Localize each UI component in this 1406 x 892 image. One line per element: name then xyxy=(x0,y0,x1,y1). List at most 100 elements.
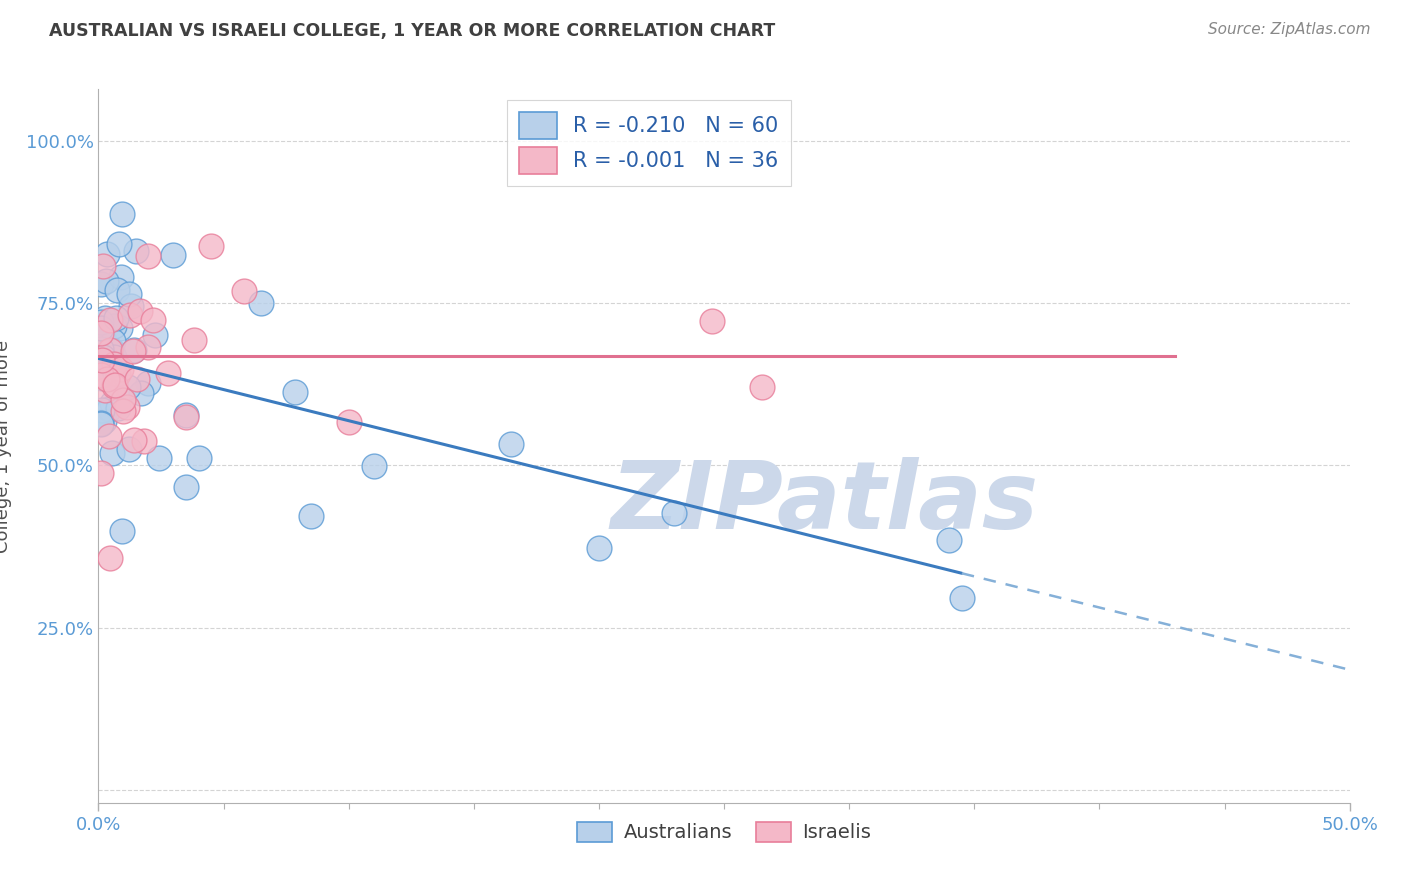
Point xyxy=(90,353,112,368)
Point xyxy=(107,401,129,416)
Point xyxy=(101,396,124,410)
Point xyxy=(108,320,131,334)
Point xyxy=(112,404,135,418)
Point xyxy=(122,343,145,357)
Point xyxy=(101,446,124,460)
Point xyxy=(363,458,385,473)
Point xyxy=(90,403,112,417)
Point xyxy=(107,368,129,382)
Point xyxy=(121,343,143,358)
Point xyxy=(232,284,254,298)
Point xyxy=(104,367,127,381)
Point xyxy=(174,408,197,422)
Point xyxy=(90,342,112,356)
Point xyxy=(588,541,610,555)
Point xyxy=(938,533,960,547)
Point xyxy=(162,248,184,262)
Point xyxy=(103,357,125,371)
Point xyxy=(110,362,132,376)
Point xyxy=(98,402,121,417)
Point xyxy=(122,433,145,447)
Point xyxy=(284,384,307,399)
Point xyxy=(174,409,197,424)
Point xyxy=(115,400,138,414)
Text: Source: ZipAtlas.com: Source: ZipAtlas.com xyxy=(1208,22,1371,37)
Point xyxy=(950,591,973,606)
Point xyxy=(131,386,153,401)
Point xyxy=(97,429,120,443)
Text: ZIPatlas: ZIPatlas xyxy=(610,457,1038,549)
Point xyxy=(98,550,121,565)
Point xyxy=(105,283,128,297)
Point xyxy=(98,369,121,384)
Text: AUSTRALIAN VS ISRAELI COLLEGE, 1 YEAR OR MORE CORRELATION CHART: AUSTRALIAN VS ISRAELI COLLEGE, 1 YEAR OR… xyxy=(49,22,776,40)
Point xyxy=(117,380,139,394)
Point xyxy=(90,466,112,480)
Point xyxy=(93,414,115,428)
Y-axis label: College, 1 year or more: College, 1 year or more xyxy=(0,340,11,552)
Point xyxy=(91,350,114,364)
Point xyxy=(103,318,125,333)
Point xyxy=(94,383,117,397)
Point xyxy=(91,331,114,345)
Point xyxy=(118,308,141,322)
Point xyxy=(98,356,121,370)
Point xyxy=(183,333,205,347)
Point xyxy=(90,277,112,292)
Point xyxy=(90,315,112,329)
Point xyxy=(97,340,120,354)
Point xyxy=(94,311,117,326)
Point xyxy=(90,338,112,352)
Point xyxy=(90,416,112,430)
Point xyxy=(200,239,222,253)
Legend: Australians, Israelis: Australians, Israelis xyxy=(569,814,879,850)
Point xyxy=(125,244,148,259)
Point xyxy=(103,334,125,348)
Point xyxy=(98,343,121,358)
Point xyxy=(91,259,114,273)
Point xyxy=(129,304,152,318)
Point xyxy=(142,313,165,327)
Point xyxy=(111,393,134,408)
Point xyxy=(103,379,125,393)
Point xyxy=(108,237,131,252)
Point xyxy=(136,340,159,354)
Point xyxy=(101,343,124,357)
Point xyxy=(118,442,141,456)
Point xyxy=(94,274,117,288)
Point xyxy=(337,415,360,429)
Point xyxy=(148,450,170,465)
Point xyxy=(111,207,134,221)
Point xyxy=(187,451,209,466)
Point xyxy=(120,298,142,312)
Point xyxy=(157,366,180,380)
Point xyxy=(90,326,112,340)
Point xyxy=(90,331,112,345)
Point xyxy=(299,508,322,523)
Point xyxy=(132,434,155,448)
Point xyxy=(104,378,127,392)
Point xyxy=(93,368,115,382)
Point xyxy=(700,313,723,327)
Point xyxy=(127,372,149,386)
Point xyxy=(250,296,273,310)
Point xyxy=(136,376,159,390)
Point xyxy=(105,310,128,325)
Point xyxy=(96,372,118,386)
Point xyxy=(90,417,112,431)
Point xyxy=(501,436,523,450)
Point xyxy=(96,247,118,261)
Point xyxy=(174,480,197,494)
Point xyxy=(751,380,773,394)
Point xyxy=(662,506,685,520)
Point xyxy=(118,287,141,301)
Point xyxy=(90,368,112,382)
Point xyxy=(110,269,132,284)
Point xyxy=(98,312,121,326)
Point xyxy=(97,370,120,384)
Point xyxy=(136,248,159,262)
Point xyxy=(143,328,166,343)
Point xyxy=(103,350,125,364)
Point xyxy=(110,524,132,539)
Point xyxy=(91,371,114,385)
